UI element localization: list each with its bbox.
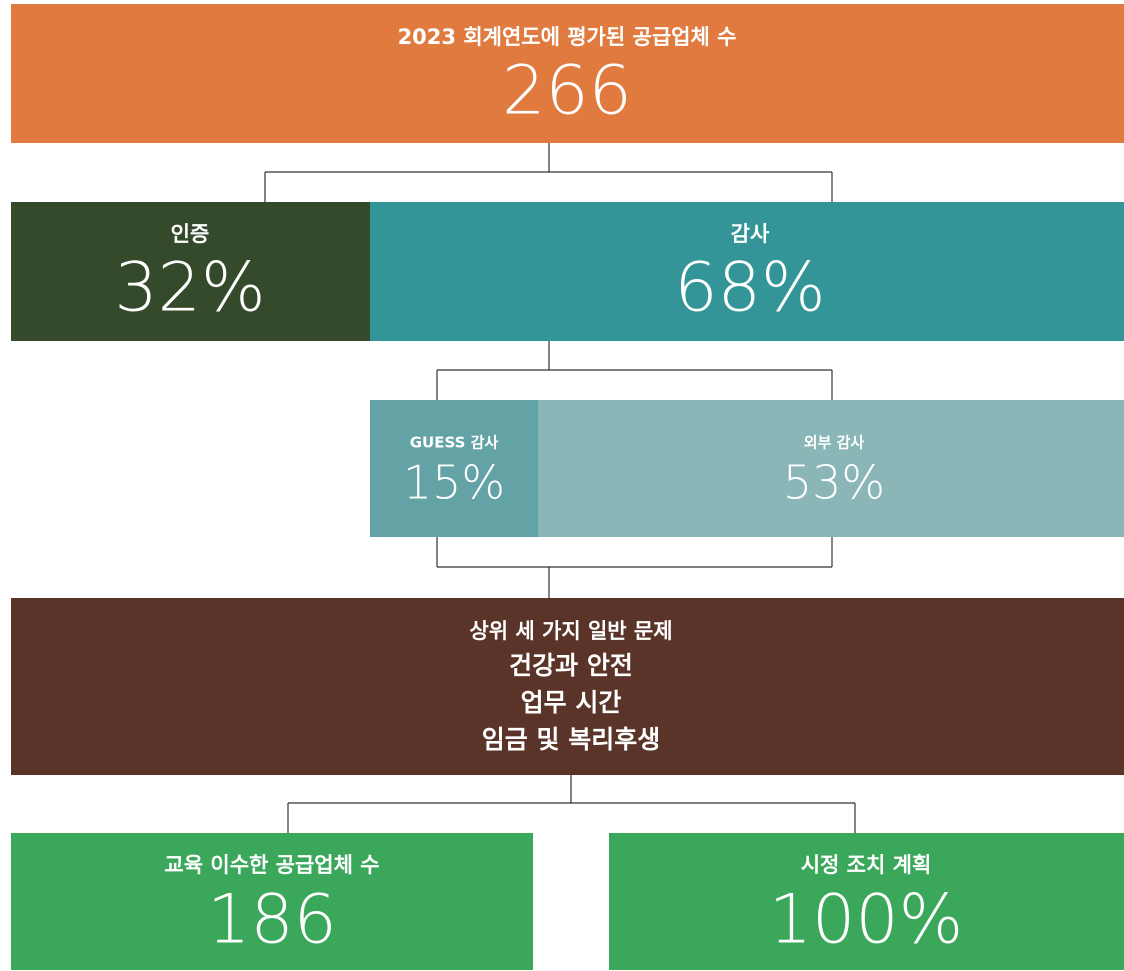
cap-box — [609, 833, 1124, 970]
connectors — [264, 143, 856, 833]
external-label: 외부 감사 — [804, 434, 865, 452]
audit-box — [370, 202, 1124, 341]
top-value: 266 — [502, 52, 632, 131]
cert-value: 32% — [114, 249, 265, 328]
training-label: 교육 이수한 공급업체 수 — [164, 853, 379, 877]
top-label: 2023 회계연도에 평가된 공급업체 수 — [398, 25, 737, 49]
training-value: 186 — [207, 881, 337, 960]
cap-label: 시정 조치 계획 — [801, 853, 932, 877]
audit-value: 68% — [674, 249, 825, 328]
external-box — [538, 400, 1124, 537]
issue-item: 업무 시간 — [521, 688, 622, 717]
issue-item: 건강과 안전 — [509, 651, 633, 680]
issues-box — [11, 598, 1124, 775]
cert-box — [11, 202, 370, 341]
top-box — [11, 4, 1124, 143]
training-box — [11, 833, 533, 970]
guess-label: GUESS 감사 — [410, 434, 499, 452]
cert-label: 인증 — [171, 222, 210, 246]
guess-value: 15% — [403, 456, 505, 510]
audit-label: 감사 — [731, 222, 770, 246]
guess-box — [370, 400, 538, 537]
issue-item: 임금 및 복리후생 — [482, 725, 660, 754]
external-value: 53% — [783, 456, 885, 510]
issues-title: 상위 세 가지 일반 문제 — [469, 619, 672, 643]
cap-value: 100% — [769, 881, 963, 960]
